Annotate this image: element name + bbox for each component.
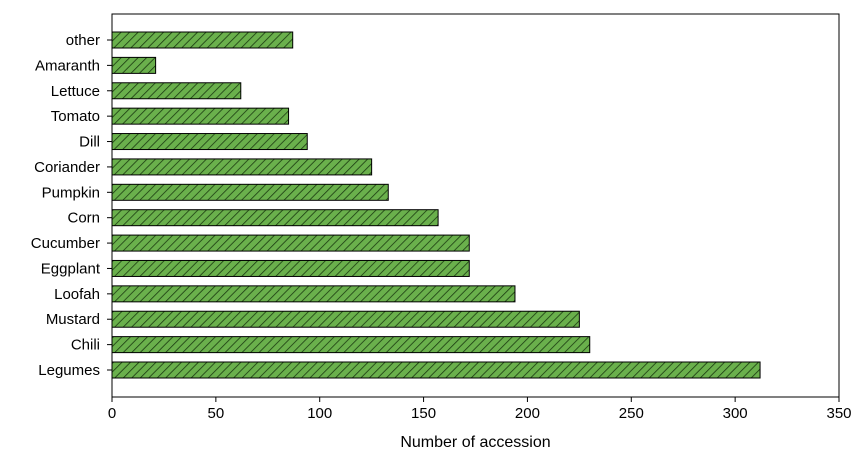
bar-eggplant xyxy=(111,259,470,277)
bar-amaranth xyxy=(111,56,157,74)
x-axis-ticks: 0 50 100 150 200 250 300 350 xyxy=(108,397,852,422)
category-label: Legumes xyxy=(38,362,100,379)
category-label: Corn xyxy=(67,210,100,227)
x-tick-label: 250 xyxy=(619,405,644,422)
x-axis-title: Number of accession xyxy=(400,434,550,451)
category-label: Dill xyxy=(79,134,100,151)
bar-cucumber xyxy=(111,234,470,252)
category-label: Eggplant xyxy=(41,260,101,277)
bar-loofah xyxy=(111,285,516,303)
x-tick-label: 350 xyxy=(826,405,851,422)
bar-pumpkin xyxy=(111,183,389,201)
category-label: Pumpkin xyxy=(42,184,100,201)
bar-corn xyxy=(111,209,439,227)
bar-coriander xyxy=(111,158,373,176)
bar-dill xyxy=(111,133,308,151)
category-label: Coriander xyxy=(34,159,100,176)
x-tick-label: 300 xyxy=(723,405,748,422)
bar-tomato xyxy=(111,107,290,125)
bar-mustard xyxy=(111,310,580,328)
category-label: Mustard xyxy=(46,311,100,328)
bar-legumes xyxy=(111,361,761,379)
category-label: Amaranth xyxy=(35,57,100,74)
plot-area xyxy=(111,13,840,398)
bar-other xyxy=(111,31,294,49)
category-label: Cucumber xyxy=(31,235,100,252)
bars-group xyxy=(111,31,761,379)
x-tick-label: 150 xyxy=(411,405,436,422)
bar-lettuce xyxy=(111,82,242,100)
category-label: other xyxy=(66,32,100,49)
x-tick-label: 0 xyxy=(108,405,116,422)
category-label: Loofah xyxy=(54,286,100,303)
x-tick-label: 100 xyxy=(307,405,332,422)
category-label: Chili xyxy=(71,337,100,354)
x-tick-label: 200 xyxy=(515,405,540,422)
bar-chili xyxy=(111,336,591,354)
category-label: Tomato xyxy=(51,108,100,125)
x-tick-label: 50 xyxy=(208,405,225,422)
category-labels: other Amaranth Lettuce Tomato Dill Coriander P… xyxy=(31,32,112,379)
category-label: Lettuce xyxy=(51,83,100,100)
